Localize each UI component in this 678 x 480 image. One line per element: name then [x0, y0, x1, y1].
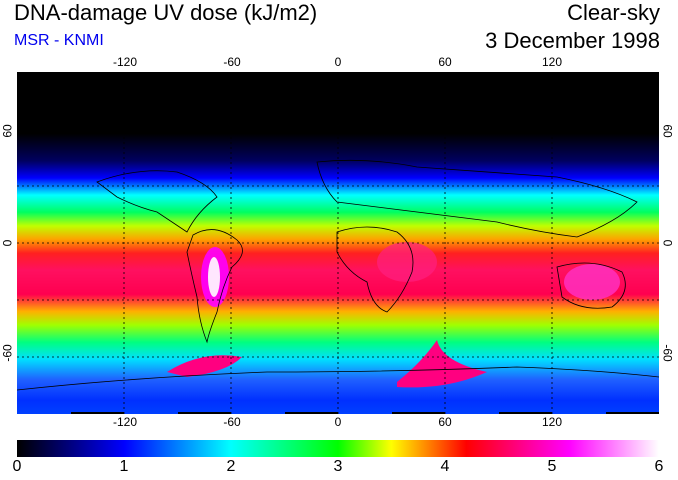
southamerica-white — [208, 257, 220, 297]
lon-tick-top-neg120: -120 — [112, 55, 138, 69]
lat-tick-right-60: 60 — [660, 124, 675, 138]
lon-tick-bottom-neg120: -120 — [112, 415, 138, 429]
data-source: MSR - KNMI — [14, 32, 104, 49]
top-frame-tick-5 — [499, 72, 552, 74]
top-frame-tick-4 — [392, 72, 445, 74]
bottom-frame-tick-3 — [285, 412, 338, 414]
colorbar-tick-3: 3 — [333, 458, 343, 475]
coastlines — [17, 159, 659, 391]
lat-tick-right-0: 0 — [660, 239, 675, 247]
coast-australia — [556, 262, 626, 309]
coast-africa — [336, 226, 414, 313]
lon-tick-top-0: 0 — [334, 55, 342, 69]
coast-europe-asia — [316, 159, 638, 238]
bottom-frame-tick-5 — [499, 412, 552, 414]
bottom-frame-tick-6 — [606, 412, 659, 414]
uv-dose-map — [17, 72, 659, 414]
colorbar — [17, 440, 659, 457]
lat-tick-left-neg60: -60 — [0, 344, 15, 362]
top-frame-tick-3 — [285, 72, 338, 74]
antarctic-east-hotspot — [397, 340, 487, 388]
colorbar-gradient — [17, 440, 659, 457]
lat-tick-left-0: 0 — [0, 239, 15, 247]
africa-peak — [377, 242, 437, 282]
top-frame-tick-6 — [606, 72, 659, 74]
coast-south-america — [186, 229, 243, 344]
colorbar-tick-5: 5 — [547, 458, 557, 475]
colorbar-tick-2: 2 — [226, 458, 236, 475]
lat-tick-left-60: 60 — [0, 124, 15, 138]
bottom-frame-tick-2 — [178, 412, 231, 414]
sky-condition: Clear-sky — [567, 0, 660, 25]
colorbar-tick-6: 6 — [654, 458, 664, 475]
australia-peak — [564, 264, 620, 300]
lon-tick-bottom-0: 0 — [334, 415, 342, 429]
map-title: DNA-damage UV dose (kJ/m2) — [14, 0, 318, 25]
colorbar-tick-4: 4 — [440, 458, 450, 475]
lat-tick-right-neg60: -60 — [660, 344, 675, 362]
top-frame-tick-1 — [71, 72, 124, 74]
map-date: 3 December 1998 — [485, 28, 660, 53]
lon-tick-top-60: 60 — [438, 55, 452, 69]
top-frame-tick-2 — [178, 72, 231, 74]
lon-tick-bottom-neg60: -60 — [223, 415, 241, 429]
lon-tick-bottom-120: 120 — [541, 415, 563, 429]
frame-ticks — [71, 72, 659, 414]
lon-tick-top-neg60: -60 — [223, 55, 241, 69]
bottom-frame-tick-4 — [392, 412, 445, 414]
antarctic-west-hotspot — [167, 355, 242, 377]
colorbar-tick-1: 1 — [119, 458, 129, 475]
colorbar-tick-0: 0 — [12, 458, 22, 475]
coast-north-america — [96, 170, 218, 233]
lon-tick-bottom-60: 60 — [438, 415, 452, 429]
bottom-frame-tick-1 — [71, 412, 124, 414]
lon-tick-top-120: 120 — [541, 55, 563, 69]
graticule — [17, 72, 659, 414]
coast-antarctica — [17, 366, 659, 391]
